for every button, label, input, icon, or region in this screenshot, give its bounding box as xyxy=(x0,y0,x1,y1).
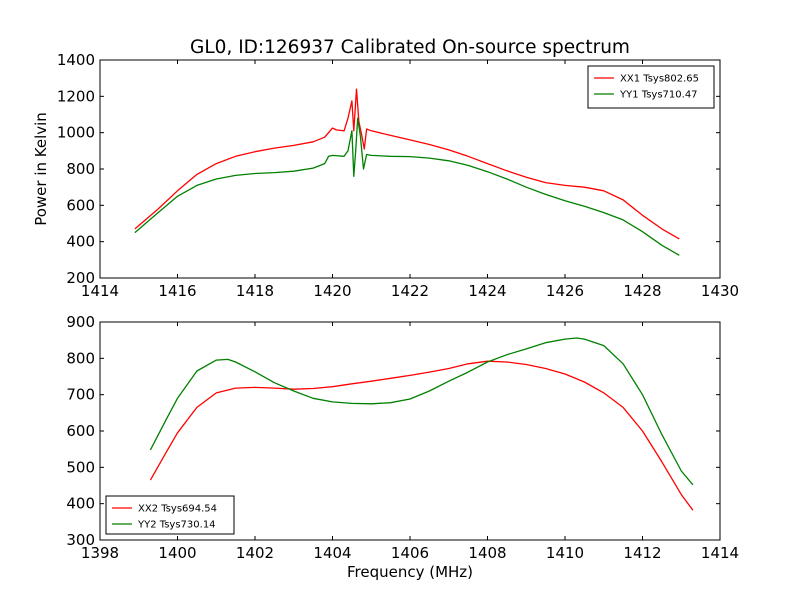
y-tick-label: 700 xyxy=(66,386,95,404)
series-line-0-1 xyxy=(134,117,680,256)
legend-1: XX2 Tsys694.54 YY2 Tsys730.14 xyxy=(105,495,235,535)
x-tick-label: 1424 xyxy=(468,282,506,300)
x-tick-label: 1418 xyxy=(236,282,274,300)
y-tick-label: 1000 xyxy=(57,124,95,142)
y-tick-label: 800 xyxy=(66,160,95,178)
x-tick-label: 1402 xyxy=(236,544,274,562)
x-tick-label: 1406 xyxy=(391,544,429,562)
x-tick-label: 1414 xyxy=(701,544,739,562)
x-tick-label: 1422 xyxy=(391,282,429,300)
x-tick-label: 1410 xyxy=(546,544,584,562)
y-tick-label: 500 xyxy=(66,458,95,476)
legend-entry-1: YY2 Tsys730.14 xyxy=(137,520,216,531)
x-tick-label: 1398 xyxy=(81,544,119,562)
x-tick-label: 1430 xyxy=(701,282,739,300)
x-tick-label: 1428 xyxy=(623,282,661,300)
y-tick-label: 800 xyxy=(66,349,95,367)
x-tick-label: 1412 xyxy=(623,544,661,562)
x-tick-label: 1404 xyxy=(313,544,351,562)
x-tick-label: 1420 xyxy=(313,282,351,300)
y-tick-label: 600 xyxy=(66,196,95,214)
x-tick-label: 1408 xyxy=(468,544,506,562)
bottom-chart-panel: 1398 1400 1402 1404 1406 1408 1410 1412 1414 300 4… xyxy=(66,313,739,562)
legend-0: XX1 Tsys802.65 YY1 Tsys710.47 xyxy=(587,65,715,109)
legend-entry-1: YY1 Tsys710.47 xyxy=(619,90,698,101)
legend-box xyxy=(105,495,235,535)
x-tick-label: 1400 xyxy=(158,544,196,562)
top-chart-panel: 1414 1416 1418 1420 1422 1424 1426 1428 1430 200 4… xyxy=(57,51,739,300)
legend-entry-0: XX2 Tsys694.54 xyxy=(138,504,217,515)
y-tick-label: 400 xyxy=(66,233,95,251)
bottom-x-axis-label: Frequency (MHz) xyxy=(347,563,473,581)
series-line-0-0 xyxy=(134,88,680,240)
x-tick-label: 1426 xyxy=(546,282,584,300)
y-tick-label: 200 xyxy=(66,269,95,287)
y-tick-label: 1400 xyxy=(57,51,95,69)
y-tick-label: 300 xyxy=(66,531,95,549)
x-tick-label: 1414 xyxy=(81,282,119,300)
legend-entry-0: XX1 Tsys802.65 xyxy=(620,74,699,85)
y-tick-label: 400 xyxy=(66,495,95,513)
x-tick-label: 1416 xyxy=(158,282,196,300)
series-line-1-1 xyxy=(149,337,694,486)
y-tick-label: 900 xyxy=(66,313,95,331)
top-y-axis-label: Power in Kelvin xyxy=(32,112,50,226)
figure-title: GL0, ID:126937 Calibrated On-source spec… xyxy=(190,37,630,58)
legend-box xyxy=(587,65,715,109)
y-tick-label: 1200 xyxy=(57,87,95,105)
series-line-1-0 xyxy=(149,360,694,511)
y-tick-label: 600 xyxy=(66,422,95,440)
